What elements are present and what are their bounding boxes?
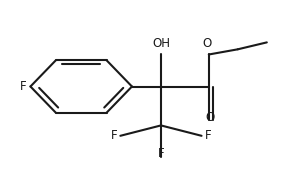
Text: O: O xyxy=(203,37,212,50)
Text: F: F xyxy=(19,80,26,93)
Text: O: O xyxy=(206,111,215,124)
Text: F: F xyxy=(204,129,211,142)
Text: F: F xyxy=(158,147,164,160)
Text: F: F xyxy=(111,129,117,142)
Text: OH: OH xyxy=(152,37,170,50)
